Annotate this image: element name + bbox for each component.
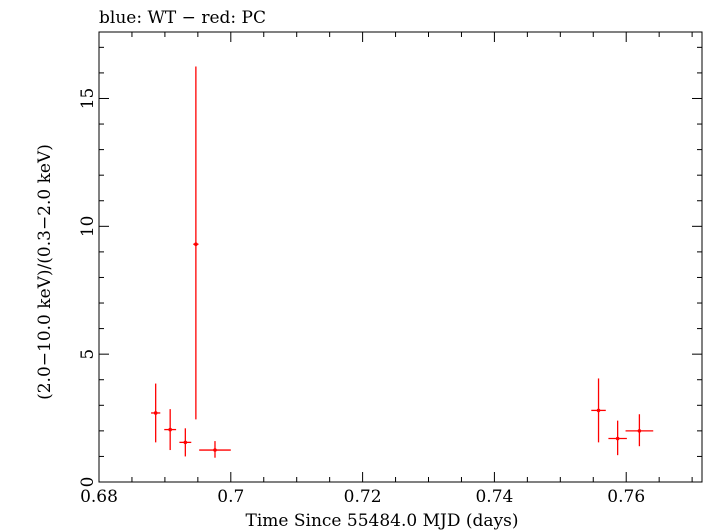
data-marker — [213, 448, 217, 452]
y-tick-label: 10 — [78, 215, 98, 237]
x-tick-label: 0.68 — [80, 487, 118, 507]
data-marker — [168, 427, 172, 432]
data-marker — [596, 408, 601, 413]
data-point — [193, 66, 199, 420]
data-series — [151, 66, 654, 458]
data-point — [608, 420, 627, 456]
data-point — [625, 414, 654, 447]
y-tick-label: 15 — [78, 88, 98, 110]
data-marker — [153, 411, 158, 415]
plot-frame — [98, 31, 703, 483]
data-marker — [183, 440, 188, 445]
data-point — [179, 428, 192, 457]
data-point — [591, 378, 606, 443]
x-tick-label: 0.74 — [475, 487, 513, 507]
data-point — [151, 383, 161, 443]
x-axis-label: Time Since 55484.0 MJD (days) — [246, 511, 519, 531]
data-marker — [194, 242, 198, 247]
y-axis: 0 5 10 15 — [78, 46, 702, 488]
x-axis: 0.68 0.7 0.72 0.74 0.76 — [80, 32, 693, 507]
y-tick-label: 0 — [78, 477, 98, 488]
data-marker — [637, 429, 642, 433]
x-tick-label: 0.72 — [344, 487, 382, 507]
data-point — [164, 409, 177, 451]
y-tick-label: 5 — [78, 349, 98, 360]
data-marker — [615, 436, 620, 441]
x-tick-label: 0.76 — [607, 487, 645, 507]
chart-title: blue: WT − red: PC — [99, 8, 266, 28]
y-axis-label: (2.0−10.0 keV)/(0.3−2.0 keV) — [35, 144, 55, 400]
x-tick-label: 0.7 — [217, 487, 244, 507]
data-point — [199, 441, 231, 458]
